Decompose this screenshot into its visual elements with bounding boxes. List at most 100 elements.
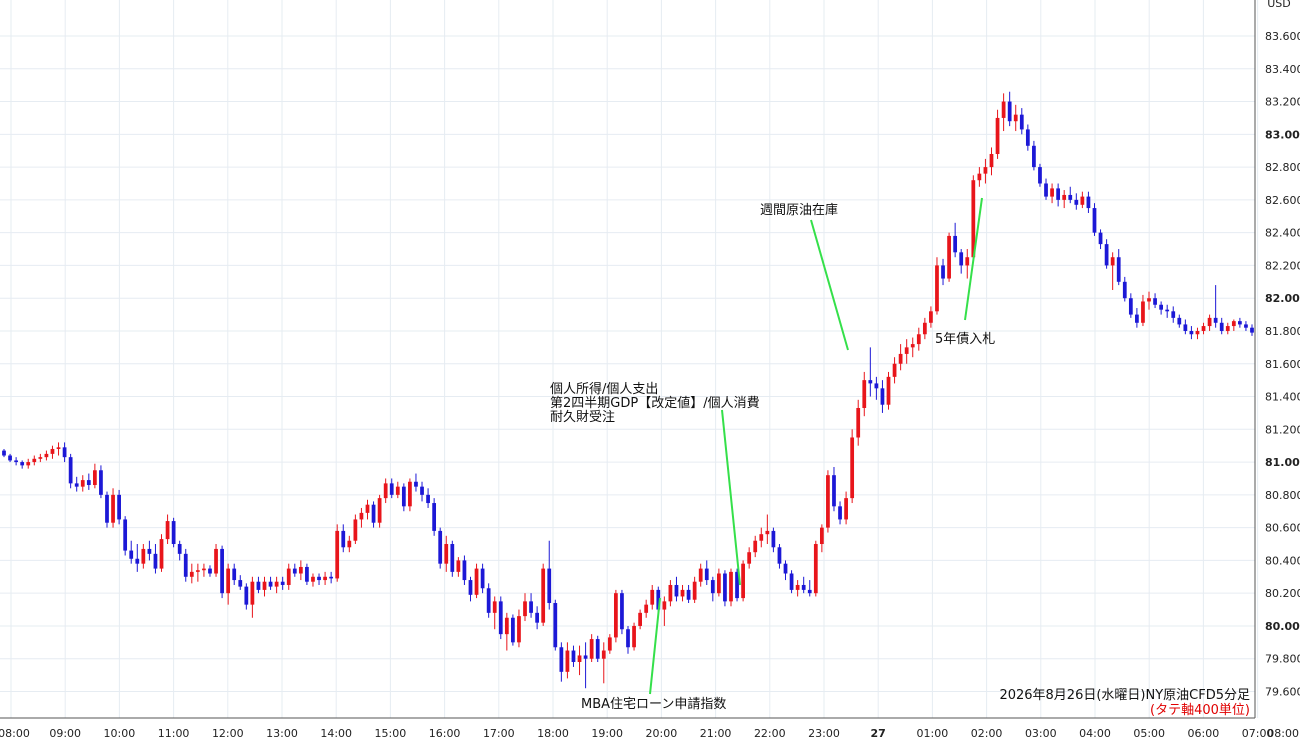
candle-body bbox=[965, 257, 970, 266]
time-tick-label: 03:00 bbox=[1025, 727, 1057, 740]
candle-body bbox=[1074, 199, 1079, 205]
candle-body bbox=[710, 580, 715, 594]
candle-body bbox=[262, 581, 267, 590]
candle-body bbox=[1171, 311, 1176, 318]
candle-body bbox=[1195, 330, 1200, 335]
candle-body bbox=[480, 568, 485, 589]
candle-body bbox=[1019, 114, 1024, 130]
candle-body bbox=[268, 581, 273, 587]
candle-body bbox=[153, 553, 158, 569]
time-tick-label: 21:00 bbox=[700, 727, 732, 740]
time-tick-label: 16:00 bbox=[429, 727, 461, 740]
time-tick-label: 15:00 bbox=[375, 727, 407, 740]
candle-body bbox=[414, 481, 418, 487]
candle-body bbox=[1128, 298, 1133, 315]
candle-body bbox=[298, 566, 303, 574]
time-tick-label: 08:00 bbox=[0, 727, 30, 740]
time-tick-label: 14:00 bbox=[320, 727, 352, 740]
candle-body bbox=[1201, 326, 1206, 331]
candle-body bbox=[189, 571, 194, 577]
candle-body bbox=[1159, 304, 1164, 310]
candle-body bbox=[38, 457, 43, 459]
candle-body bbox=[850, 437, 855, 499]
candle-body bbox=[559, 647, 564, 672]
annotation-label: 週間原油在庫 bbox=[760, 203, 838, 218]
price-unit-label: USD bbox=[1267, 0, 1291, 10]
candle-body bbox=[292, 568, 297, 574]
candle-body bbox=[862, 380, 867, 408]
candle-body bbox=[729, 571, 733, 602]
price-tick-label: 80.600 bbox=[1265, 522, 1300, 535]
candle-body bbox=[1038, 167, 1042, 184]
candle-body bbox=[571, 650, 576, 663]
candle-body bbox=[371, 504, 376, 523]
candle-body bbox=[1153, 298, 1157, 305]
candle-body bbox=[159, 539, 164, 569]
candle-body bbox=[747, 552, 752, 564]
candle-body bbox=[995, 117, 1000, 154]
candle-body bbox=[426, 494, 430, 504]
time-tick-label: 12:00 bbox=[212, 727, 244, 740]
candle-body bbox=[511, 617, 515, 643]
candle-body bbox=[1110, 257, 1115, 266]
candle-body bbox=[874, 383, 879, 389]
candle-body bbox=[656, 589, 661, 610]
candle-body bbox=[250, 581, 255, 605]
candle-body bbox=[462, 560, 467, 581]
candle-body bbox=[723, 573, 727, 602]
candle-body bbox=[626, 629, 630, 648]
candle-body bbox=[208, 568, 212, 574]
price-tick-label: 82.000 bbox=[1265, 292, 1300, 305]
candle-body bbox=[492, 601, 497, 613]
candle-body bbox=[274, 581, 279, 587]
candle-body bbox=[256, 581, 261, 590]
candle-body bbox=[32, 458, 37, 463]
price-tick-label: 81.400 bbox=[1265, 391, 1300, 404]
candle-body bbox=[595, 639, 600, 659]
candle-body bbox=[620, 593, 624, 630]
candle-body bbox=[438, 530, 443, 564]
price-tick-label: 82.800 bbox=[1265, 161, 1300, 174]
candle-body bbox=[105, 494, 109, 523]
candle-body bbox=[226, 568, 231, 594]
time-tick-label: 08:00 bbox=[1267, 727, 1299, 740]
time-tick-label: 17:00 bbox=[483, 727, 515, 740]
candle-body bbox=[801, 584, 806, 590]
candle-body bbox=[147, 548, 152, 554]
price-tick-label: 80.000 bbox=[1265, 620, 1300, 633]
price-tick-label: 83.400 bbox=[1265, 63, 1300, 76]
candle-body bbox=[692, 581, 697, 600]
candle-body bbox=[50, 448, 55, 454]
candle-body bbox=[1116, 257, 1121, 282]
candle-body bbox=[989, 153, 994, 168]
candle-body bbox=[1068, 194, 1073, 200]
candle-body bbox=[607, 637, 612, 651]
candle-body bbox=[165, 521, 170, 540]
candle-body bbox=[62, 447, 67, 458]
candle-body bbox=[735, 571, 739, 599]
candle-body bbox=[1001, 101, 1006, 118]
candle-body bbox=[1244, 324, 1248, 328]
candle-body bbox=[99, 470, 103, 495]
time-tick-label: 05:00 bbox=[1133, 727, 1165, 740]
price-tick-label: 83.600 bbox=[1265, 30, 1300, 43]
price-tick-label: 81.200 bbox=[1265, 423, 1300, 436]
candle-body bbox=[468, 580, 473, 595]
candle-body bbox=[662, 601, 667, 610]
candle-body bbox=[535, 612, 540, 623]
candle-body bbox=[674, 584, 679, 597]
candle-body bbox=[359, 512, 364, 520]
candle-body bbox=[286, 568, 291, 585]
candle-body bbox=[1231, 321, 1236, 327]
candle-body bbox=[1050, 188, 1054, 197]
candle-body bbox=[765, 530, 770, 535]
candle-body bbox=[523, 601, 527, 617]
candle-body bbox=[832, 475, 836, 507]
price-tick-label: 81.600 bbox=[1265, 358, 1300, 371]
candle-body bbox=[789, 573, 794, 590]
candle-body bbox=[1177, 317, 1182, 325]
candle-body bbox=[111, 494, 115, 523]
annotation-label: 5年債入札 bbox=[935, 332, 995, 347]
candle-body bbox=[795, 584, 800, 590]
